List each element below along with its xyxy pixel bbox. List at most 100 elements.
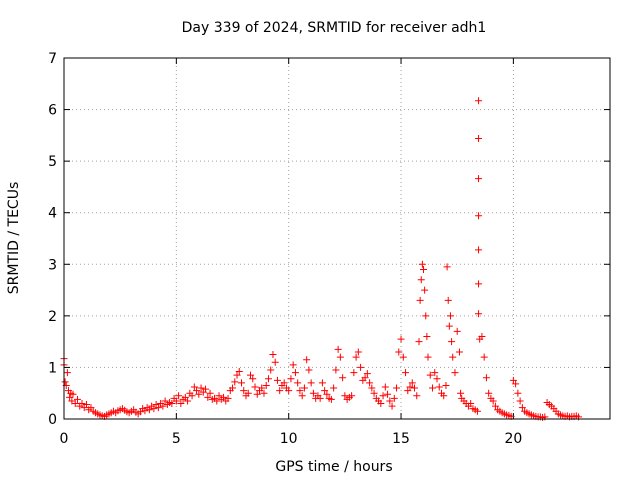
data-point bbox=[193, 387, 201, 395]
data-point bbox=[451, 369, 459, 377]
data-point bbox=[443, 263, 451, 271]
data-point bbox=[406, 383, 414, 391]
data-point bbox=[285, 387, 293, 395]
data-point bbox=[341, 392, 349, 400]
data-point bbox=[303, 356, 311, 364]
data-point bbox=[190, 383, 198, 391]
data-point bbox=[480, 353, 488, 361]
data-point bbox=[397, 335, 405, 343]
data-point bbox=[402, 369, 410, 377]
data-point bbox=[204, 393, 212, 401]
y-tick-label: 4 bbox=[48, 206, 57, 222]
data-point bbox=[145, 406, 153, 414]
grid-lines bbox=[64, 58, 610, 419]
data-point bbox=[73, 395, 81, 403]
data-point bbox=[71, 400, 79, 408]
data-point bbox=[78, 400, 86, 408]
data-point bbox=[323, 390, 331, 398]
data-point bbox=[213, 397, 221, 405]
chart-title: Day 339 of 2024, SRMTID for receiver adh… bbox=[182, 20, 487, 36]
data-point bbox=[273, 376, 281, 384]
data-point bbox=[420, 265, 428, 273]
data-point bbox=[516, 397, 524, 405]
data-point bbox=[473, 407, 481, 415]
data-point bbox=[305, 366, 313, 374]
data-point bbox=[235, 368, 243, 376]
data-point bbox=[435, 383, 443, 391]
data-point bbox=[334, 345, 342, 353]
x-tick-label: 5 bbox=[172, 431, 181, 447]
data-point bbox=[321, 387, 329, 395]
data-point bbox=[379, 392, 387, 400]
data-point bbox=[475, 97, 483, 105]
data-point bbox=[66, 393, 74, 401]
data-point bbox=[491, 402, 499, 410]
y-axis-label: SRMTID / TECUs bbox=[6, 182, 22, 295]
data-point bbox=[289, 361, 297, 369]
data-point bbox=[307, 379, 315, 387]
data-point bbox=[433, 375, 441, 383]
data-point bbox=[172, 397, 180, 405]
data-point bbox=[181, 393, 189, 401]
data-point bbox=[87, 404, 95, 412]
data-point bbox=[251, 383, 259, 391]
data-point bbox=[188, 392, 196, 400]
data-point bbox=[424, 353, 432, 361]
data-point bbox=[175, 392, 183, 400]
data-point bbox=[224, 394, 232, 402]
x-axis-label: GPS time / hours bbox=[275, 459, 392, 475]
data-point bbox=[361, 374, 369, 382]
data-point bbox=[440, 392, 448, 400]
data-point bbox=[377, 400, 385, 408]
data-point bbox=[262, 381, 270, 389]
y-tick-label: 3 bbox=[48, 257, 57, 273]
data-point bbox=[475, 175, 483, 183]
data-point bbox=[82, 401, 90, 409]
data-point bbox=[298, 392, 306, 400]
data-point bbox=[446, 312, 454, 320]
data-point bbox=[399, 353, 407, 361]
data-point bbox=[457, 389, 465, 397]
data-point bbox=[475, 246, 483, 254]
data-point bbox=[348, 392, 356, 400]
data-point bbox=[220, 393, 228, 401]
data-point bbox=[388, 402, 396, 410]
data-point bbox=[423, 332, 431, 340]
data-point bbox=[260, 389, 268, 397]
data-point bbox=[264, 375, 272, 383]
data-point bbox=[445, 322, 453, 330]
data-point bbox=[467, 400, 475, 408]
data-point bbox=[363, 370, 371, 378]
data-point bbox=[512, 380, 520, 388]
data-point bbox=[352, 353, 360, 361]
data-point bbox=[206, 389, 214, 397]
data-point bbox=[350, 369, 358, 377]
data-point bbox=[415, 338, 423, 346]
data-point bbox=[61, 378, 69, 386]
data-point bbox=[482, 374, 490, 382]
data-point bbox=[294, 379, 302, 387]
data-point bbox=[244, 389, 252, 397]
data-point bbox=[291, 369, 299, 377]
data-point bbox=[336, 353, 344, 361]
data-point bbox=[184, 397, 192, 405]
data-point bbox=[229, 384, 237, 392]
data-point bbox=[455, 348, 463, 356]
data-point bbox=[448, 338, 456, 346]
data-point bbox=[426, 371, 434, 379]
data-point bbox=[327, 395, 335, 403]
data-point bbox=[63, 369, 71, 377]
data-point bbox=[509, 376, 517, 384]
data-point bbox=[449, 353, 457, 361]
data-point bbox=[161, 397, 169, 405]
data-point bbox=[422, 312, 430, 320]
y-tick-label: 6 bbox=[48, 103, 57, 119]
data-point bbox=[411, 384, 419, 392]
data-point bbox=[475, 310, 483, 318]
data-point bbox=[240, 387, 248, 395]
y-tick-label: 2 bbox=[48, 309, 57, 325]
data-point bbox=[238, 379, 246, 387]
data-point bbox=[475, 280, 483, 288]
data-point bbox=[478, 332, 486, 340]
